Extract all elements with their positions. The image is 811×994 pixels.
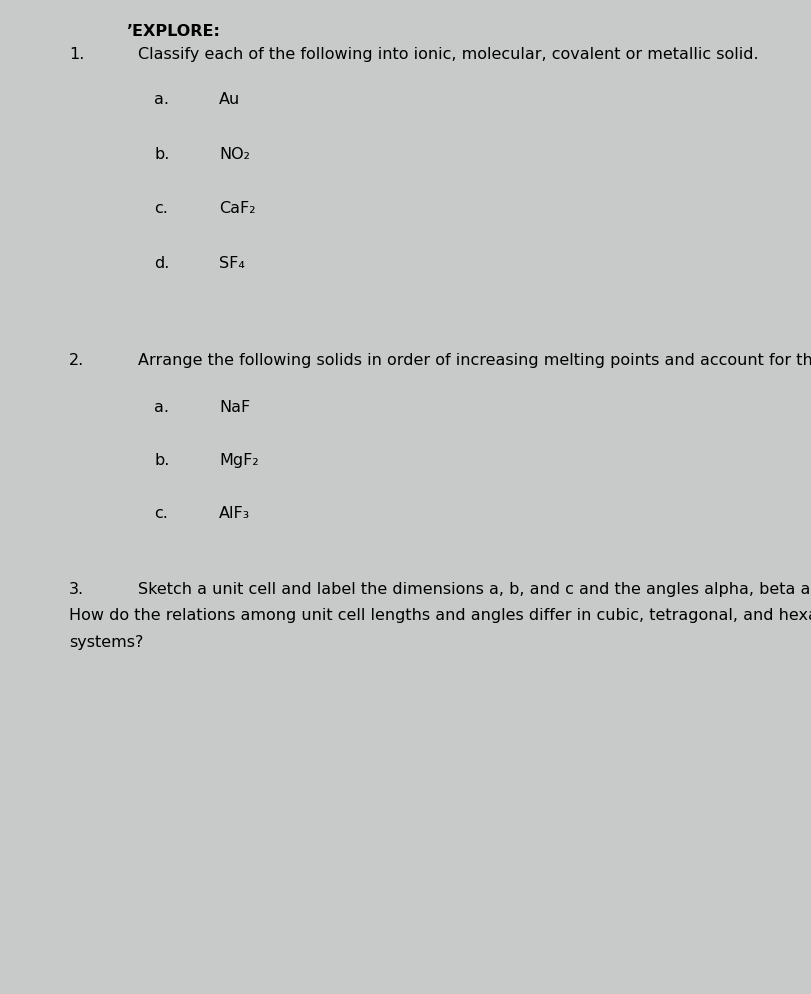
Text: d.: d. [154, 255, 169, 271]
Text: systems?: systems? [69, 634, 144, 650]
Text: NO₂: NO₂ [219, 146, 250, 162]
Text: a.: a. [154, 400, 169, 415]
Text: NaF: NaF [219, 400, 251, 415]
Text: b.: b. [154, 146, 169, 162]
Text: CaF₂: CaF₂ [219, 201, 255, 217]
Text: SF₄: SF₄ [219, 255, 245, 271]
Text: ’EXPLORE:: ’EXPLORE: [126, 24, 220, 40]
Text: Arrange the following solids in order of increasing melting points and account f: Arrange the following solids in order of… [138, 352, 811, 368]
Text: AlF₃: AlF₃ [219, 505, 251, 521]
Text: How do the relations among unit cell lengths and angles differ in cubic, tetrago: How do the relations among unit cell len… [69, 607, 811, 623]
Text: MgF₂: MgF₂ [219, 452, 259, 468]
Text: Sketch a unit cell and label the dimensions a, b, and c and the angles alpha, be: Sketch a unit cell and label the dimensi… [138, 580, 811, 596]
Text: 1.: 1. [69, 47, 84, 63]
Text: Au: Au [219, 91, 240, 107]
Text: 3.: 3. [69, 580, 84, 596]
Text: 2.: 2. [69, 352, 84, 368]
Text: a.: a. [154, 91, 169, 107]
Text: b.: b. [154, 452, 169, 468]
Text: c.: c. [154, 201, 168, 217]
Text: Classify each of the following into ionic, molecular, covalent or metallic solid: Classify each of the following into ioni… [138, 47, 758, 63]
Text: c.: c. [154, 505, 168, 521]
